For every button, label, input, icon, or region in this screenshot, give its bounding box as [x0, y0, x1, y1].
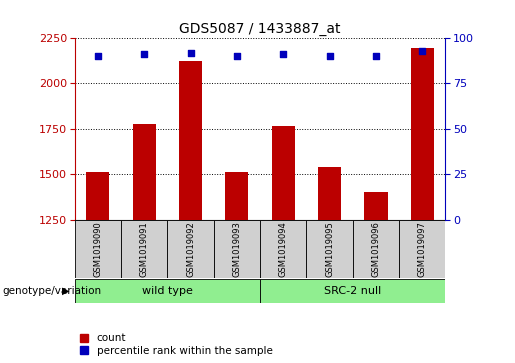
Bar [179, 61, 202, 220]
FancyBboxPatch shape [121, 220, 167, 278]
Bar [318, 167, 341, 220]
Bar [410, 48, 434, 220]
Text: ▶: ▶ [62, 286, 69, 296]
Legend: count, percentile rank within the sample: count, percentile rank within the sample [80, 333, 272, 356]
Point [233, 53, 241, 59]
Text: GSM1019091: GSM1019091 [140, 221, 149, 277]
FancyBboxPatch shape [75, 220, 121, 278]
FancyBboxPatch shape [260, 220, 306, 278]
FancyBboxPatch shape [260, 279, 445, 303]
FancyBboxPatch shape [167, 220, 214, 278]
Point [186, 50, 195, 56]
Point [279, 52, 287, 57]
Text: GSM1019093: GSM1019093 [232, 221, 242, 277]
FancyBboxPatch shape [75, 279, 260, 303]
Bar [86, 172, 109, 220]
Bar [226, 172, 248, 220]
Text: GSM1019096: GSM1019096 [371, 221, 381, 277]
FancyBboxPatch shape [306, 220, 353, 278]
FancyBboxPatch shape [353, 220, 399, 278]
Point [140, 52, 148, 57]
Title: GDS5087 / 1433887_at: GDS5087 / 1433887_at [179, 22, 341, 36]
Text: GSM1019092: GSM1019092 [186, 221, 195, 277]
Point [325, 53, 334, 59]
Text: GSM1019095: GSM1019095 [325, 221, 334, 277]
Bar [272, 126, 295, 220]
Text: SRC-2 null: SRC-2 null [324, 286, 382, 296]
FancyBboxPatch shape [214, 220, 260, 278]
Bar [364, 192, 387, 220]
Text: GSM1019090: GSM1019090 [93, 221, 102, 277]
Point [94, 53, 102, 59]
Text: wild type: wild type [142, 286, 193, 296]
Bar [133, 124, 156, 220]
Text: GSM1019094: GSM1019094 [279, 221, 288, 277]
Point [418, 48, 426, 54]
Text: genotype/variation: genotype/variation [3, 286, 101, 296]
FancyBboxPatch shape [399, 220, 445, 278]
Text: GSM1019097: GSM1019097 [418, 221, 427, 277]
Point [372, 53, 380, 59]
